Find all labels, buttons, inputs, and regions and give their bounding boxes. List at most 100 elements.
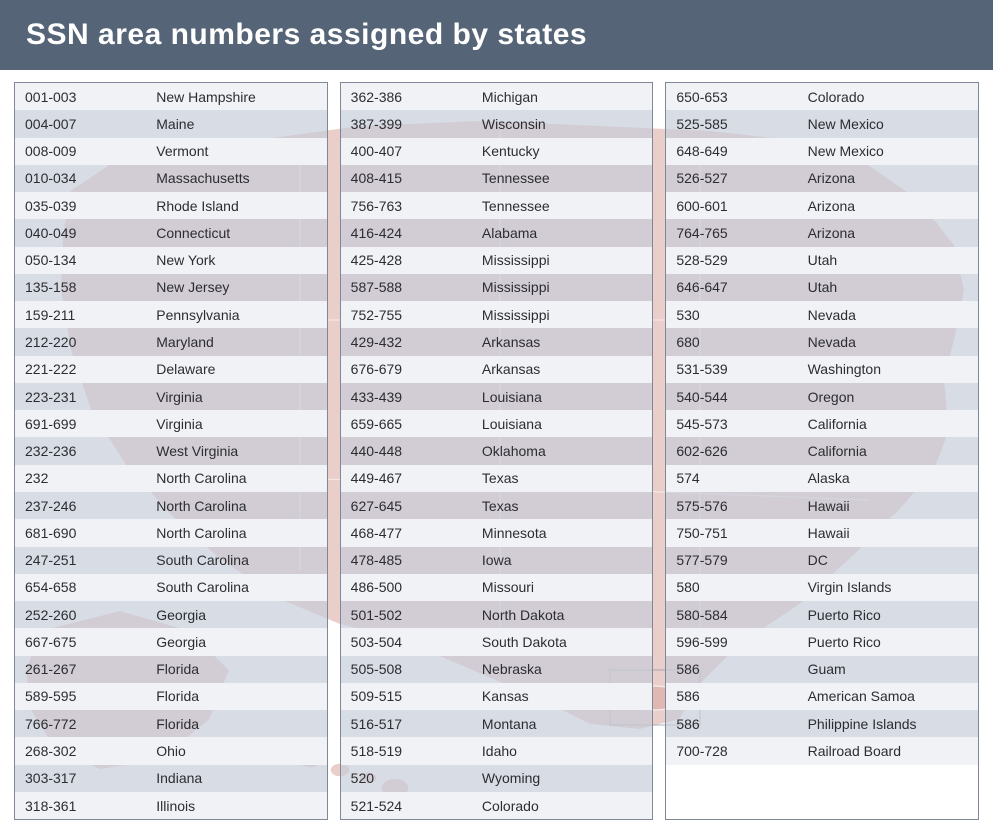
table-row: 221-222Delaware [15, 356, 327, 383]
table-row: 440-448Oklahoma [341, 437, 653, 464]
range-cell: 518-519 [351, 743, 482, 759]
range-cell: 010-034 [25, 170, 156, 186]
table-row: 387-399Wisconsin [341, 110, 653, 137]
table-row: 516-517Montana [341, 710, 653, 737]
table-row: 040-049Connecticut [15, 219, 327, 246]
state-cell: Philippine Islands [808, 716, 968, 732]
state-cell: Washington [808, 361, 968, 377]
state-cell: American Samoa [808, 688, 968, 704]
table-row: 478-485Iowa [341, 547, 653, 574]
state-cell: Colorado [808, 89, 968, 105]
state-cell: Mississippi [482, 252, 642, 268]
range-cell: 232 [25, 470, 156, 486]
range-cell: 577-579 [676, 552, 807, 568]
table-row: 509-515Kansas [341, 683, 653, 710]
state-cell: Mississippi [482, 279, 642, 295]
range-cell: 232-236 [25, 443, 156, 459]
table-row: 676-679Arkansas [341, 356, 653, 383]
range-cell: 580 [676, 579, 807, 595]
table-row: 247-251South Carolina [15, 547, 327, 574]
table-row: 589-595Florida [15, 683, 327, 710]
table-row: 596-599Puerto Rico [666, 628, 978, 655]
table-row: 756-763Tennessee [341, 192, 653, 219]
state-cell: Missouri [482, 579, 642, 595]
table-row: 232North Carolina [15, 465, 327, 492]
state-cell: Minnesota [482, 525, 642, 541]
table-row: 252-260Georgia [15, 601, 327, 628]
state-cell: Mississippi [482, 307, 642, 323]
table-row: 135-158New Jersey [15, 274, 327, 301]
table-row: 521-524Colorado [341, 792, 653, 819]
ssn-panel: SSN area numbers assigned by states [0, 0, 993, 838]
range-cell: 503-504 [351, 634, 482, 650]
range-cell: 468-477 [351, 525, 482, 541]
state-cell: Tennessee [482, 198, 642, 214]
state-cell: Indiana [156, 770, 316, 786]
range-cell: 001-003 [25, 89, 156, 105]
range-cell: 237-246 [25, 498, 156, 514]
table-row: 425-428Mississippi [341, 247, 653, 274]
range-cell: 627-645 [351, 498, 482, 514]
column-2: 362-386Michigan387-399Wisconsin400-407Ke… [340, 82, 654, 820]
state-cell: Wisconsin [482, 116, 642, 132]
state-cell: Wyoming [482, 770, 642, 786]
state-cell: South Carolina [156, 552, 316, 568]
state-cell: Oklahoma [482, 443, 642, 459]
state-cell: Kentucky [482, 143, 642, 159]
range-cell: 440-448 [351, 443, 482, 459]
state-cell: Georgia [156, 607, 316, 623]
state-cell: Louisiana [482, 389, 642, 405]
table-row: 008-009Vermont [15, 138, 327, 165]
state-cell: Texas [482, 470, 642, 486]
state-cell: Virginia [156, 416, 316, 432]
state-cell: Connecticut [156, 225, 316, 241]
state-cell: Texas [482, 498, 642, 514]
table-row: 650-653Colorado [666, 83, 978, 110]
table-row: 416-424Alabama [341, 219, 653, 246]
state-cell: California [808, 443, 968, 459]
range-cell: 667-675 [25, 634, 156, 650]
range-cell: 516-517 [351, 716, 482, 732]
range-cell: 540-544 [676, 389, 807, 405]
range-cell: 261-267 [25, 661, 156, 677]
table-row: 486-500Missouri [341, 574, 653, 601]
state-cell: North Carolina [156, 470, 316, 486]
table-row: 580-584Puerto Rico [666, 601, 978, 628]
state-cell: Virgin Islands [808, 579, 968, 595]
range-cell: 387-399 [351, 116, 482, 132]
range-cell: 159-211 [25, 307, 156, 323]
table-row: 362-386Michigan [341, 83, 653, 110]
state-cell: Arizona [808, 198, 968, 214]
table-row: 545-573California [666, 410, 978, 437]
range-cell: 247-251 [25, 552, 156, 568]
range-cell: 433-439 [351, 389, 482, 405]
range-cell: 646-647 [676, 279, 807, 295]
state-cell: Nevada [808, 307, 968, 323]
table-row: 766-772Florida [15, 710, 327, 737]
table-row: 268-302Ohio [15, 737, 327, 764]
range-cell: 530 [676, 307, 807, 323]
state-cell: North Dakota [482, 607, 642, 623]
range-cell: 600-601 [676, 198, 807, 214]
range-cell: 449-467 [351, 470, 482, 486]
range-cell: 040-049 [25, 225, 156, 241]
table-row: 659-665Louisiana [341, 410, 653, 437]
state-cell: Maine [156, 116, 316, 132]
table-row: 525-585New Mexico [666, 110, 978, 137]
state-cell: Delaware [156, 361, 316, 377]
state-cell: Alabama [482, 225, 642, 241]
state-cell: Arkansas [482, 361, 642, 377]
range-cell: 756-763 [351, 198, 482, 214]
table-row: 602-626California [666, 437, 978, 464]
range-cell: 318-361 [25, 798, 156, 814]
table-row: 528-529Utah [666, 247, 978, 274]
range-cell: 528-529 [676, 252, 807, 268]
table-row: 531-539Washington [666, 356, 978, 383]
range-cell: 212-220 [25, 334, 156, 350]
state-cell: Colorado [482, 798, 642, 814]
state-cell: Idaho [482, 743, 642, 759]
table-row: 648-649New Mexico [666, 138, 978, 165]
state-cell: Florida [156, 716, 316, 732]
range-cell: 408-415 [351, 170, 482, 186]
state-cell: Arizona [808, 225, 968, 241]
